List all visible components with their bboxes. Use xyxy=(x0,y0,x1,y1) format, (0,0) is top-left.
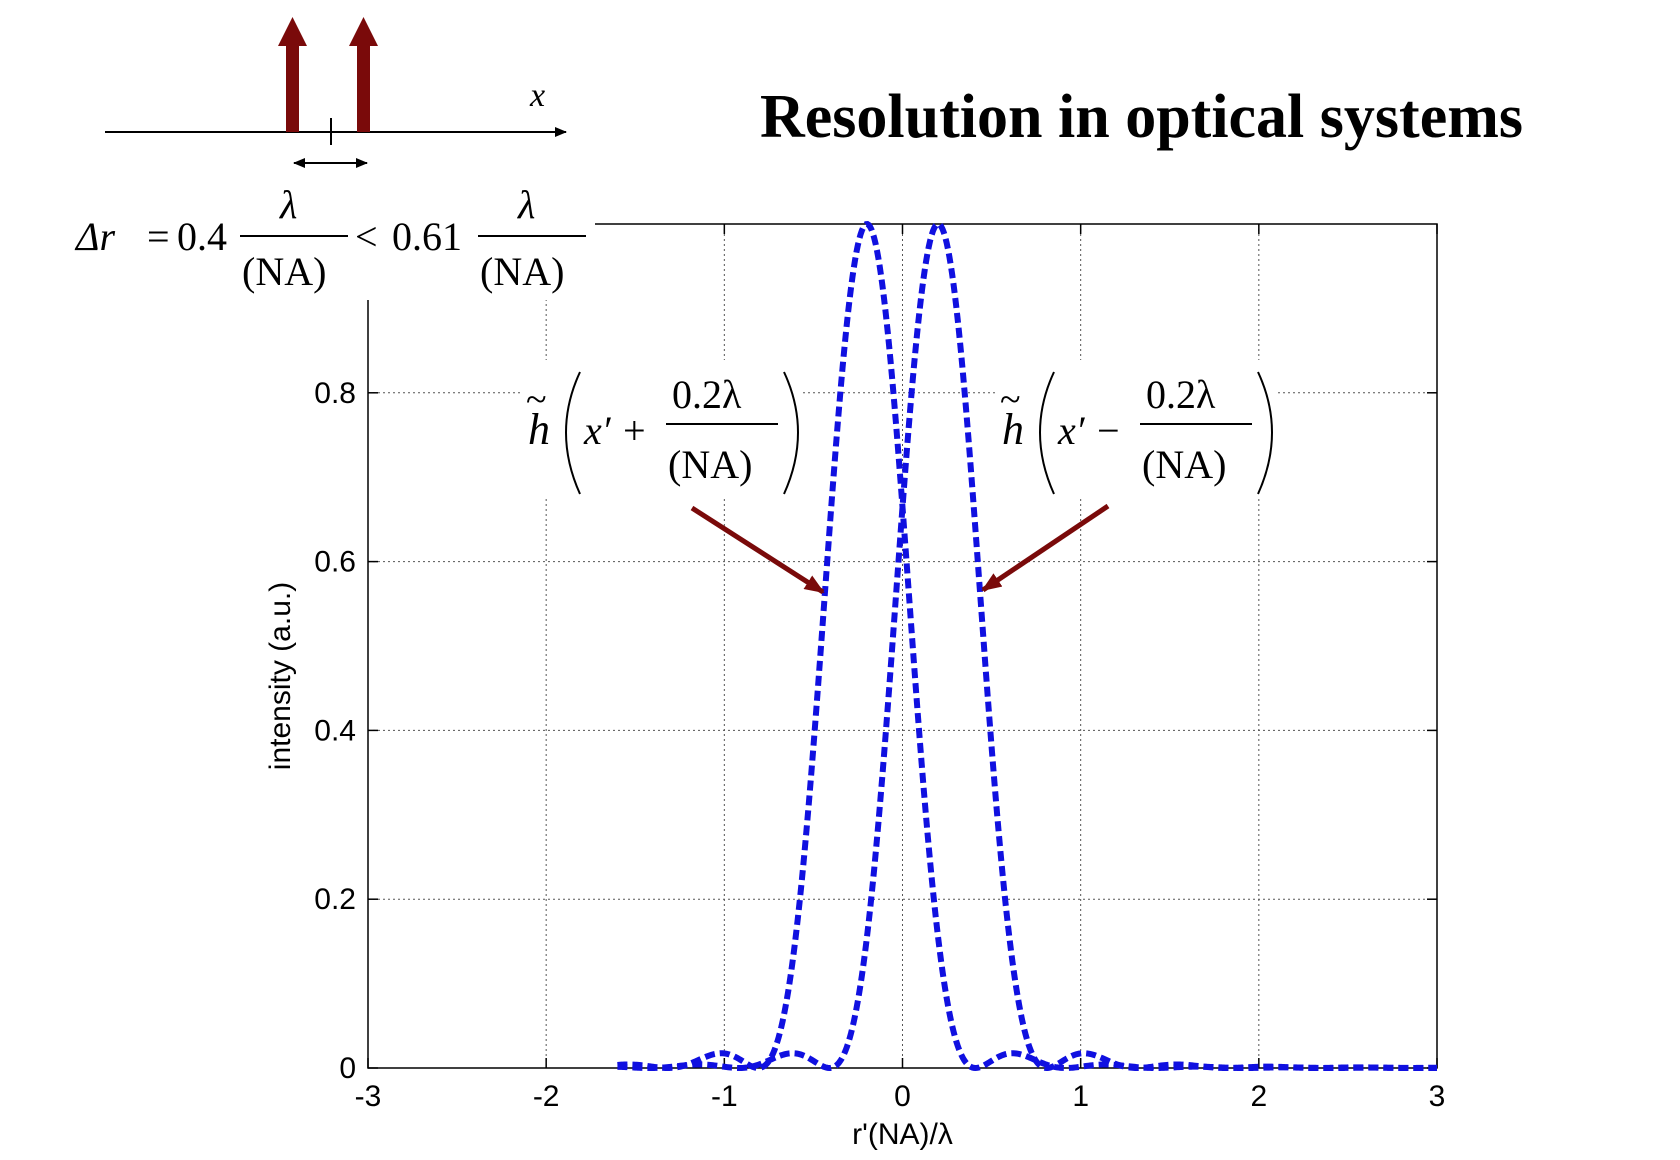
annotation-right-den: (NA) xyxy=(1142,442,1226,487)
schematic-x-label: x xyxy=(529,77,545,114)
eq-lambda-1-top: λ xyxy=(279,182,297,227)
eq-lambda-2-top: λ xyxy=(517,182,535,227)
annotation-right-backdrop xyxy=(996,360,1278,498)
x-tick-label: 1 xyxy=(1072,1080,1089,1113)
chart-grid xyxy=(368,224,1437,1068)
y-tick-label: 0.6 xyxy=(314,546,356,579)
annotation-left-paren-open xyxy=(565,371,581,495)
eq-na-1-top: (NA) xyxy=(242,249,326,294)
eq-equals-top: = xyxy=(147,214,170,259)
annotation-left-backdrop xyxy=(520,360,802,498)
x-tick-label: 3 xyxy=(1429,1080,1446,1113)
annotation-left-paren-close xyxy=(783,371,799,495)
series-line-1 xyxy=(617,220,1438,1072)
y-tick-labels: 0 0.2 0.4 0.6 0.8 xyxy=(314,377,356,1085)
x-tick-label: -1 xyxy=(711,1080,738,1113)
eq-coef-1-top: 0.4 xyxy=(177,214,227,259)
annotation-right-num: 0.2λ xyxy=(1146,372,1216,417)
impulse-left xyxy=(278,17,307,132)
annotation-left-arg: x′ + xyxy=(583,408,648,453)
eq-less-than-top: < xyxy=(355,214,378,259)
y-tick-label: 0 xyxy=(339,1052,356,1085)
x-tick-label: -2 xyxy=(533,1080,560,1113)
annotation-right-arrow xyxy=(981,503,1110,593)
annotation-right: h ~ x′ − 0.2λ (NA) xyxy=(981,360,1278,593)
equation-backdrop xyxy=(60,190,595,300)
slide-title: Resolution in optical systems xyxy=(760,83,1523,151)
y-tick-label: 0.8 xyxy=(314,377,356,410)
annotation-left-func: h xyxy=(528,405,550,454)
x-axis-label: r'(NA)/λ xyxy=(852,1118,953,1151)
annotation-left: h ~ x′ + 0.2λ (NA) xyxy=(520,360,825,595)
annotation-left-arrow xyxy=(690,505,825,595)
annotation-right-tilde: ~ xyxy=(1000,379,1021,421)
annotation-right-arg: x′ − xyxy=(1057,408,1122,453)
impulse-right xyxy=(349,17,378,132)
annotation-left-den: (NA) xyxy=(668,442,752,487)
annotation-left-num: 0.2λ xyxy=(672,372,742,417)
x-tick-label: -3 xyxy=(355,1080,382,1113)
x-tick-labels: -3 -2 -1 0 1 2 3 xyxy=(355,1080,1446,1113)
annotation-right-paren-open xyxy=(1039,371,1055,495)
eq-delta-r-top: Δr xyxy=(74,214,115,259)
x-tick-label: 0 xyxy=(894,1080,911,1113)
annotation-left-tilde: ~ xyxy=(526,379,547,421)
series-group xyxy=(617,220,1438,1072)
eq-na-2-top: (NA) xyxy=(480,249,564,294)
y-tick-label: 0.2 xyxy=(314,883,356,916)
eq-coef-2-top: 0.61 xyxy=(392,214,462,259)
series-line-0 xyxy=(617,220,1438,1072)
annotation-right-paren-close xyxy=(1257,371,1273,495)
y-tick-label: 0.4 xyxy=(314,714,356,747)
annotation-right-func: h xyxy=(1002,405,1024,454)
x-tick-label: 2 xyxy=(1250,1080,1267,1113)
resolution-equation-top: Δr = 0.4 λ (NA) < 0.61 λ (NA) xyxy=(74,182,586,294)
y-axis-label: intensity (a.u.) xyxy=(264,582,297,770)
impulse-schematic: x xyxy=(105,17,567,168)
